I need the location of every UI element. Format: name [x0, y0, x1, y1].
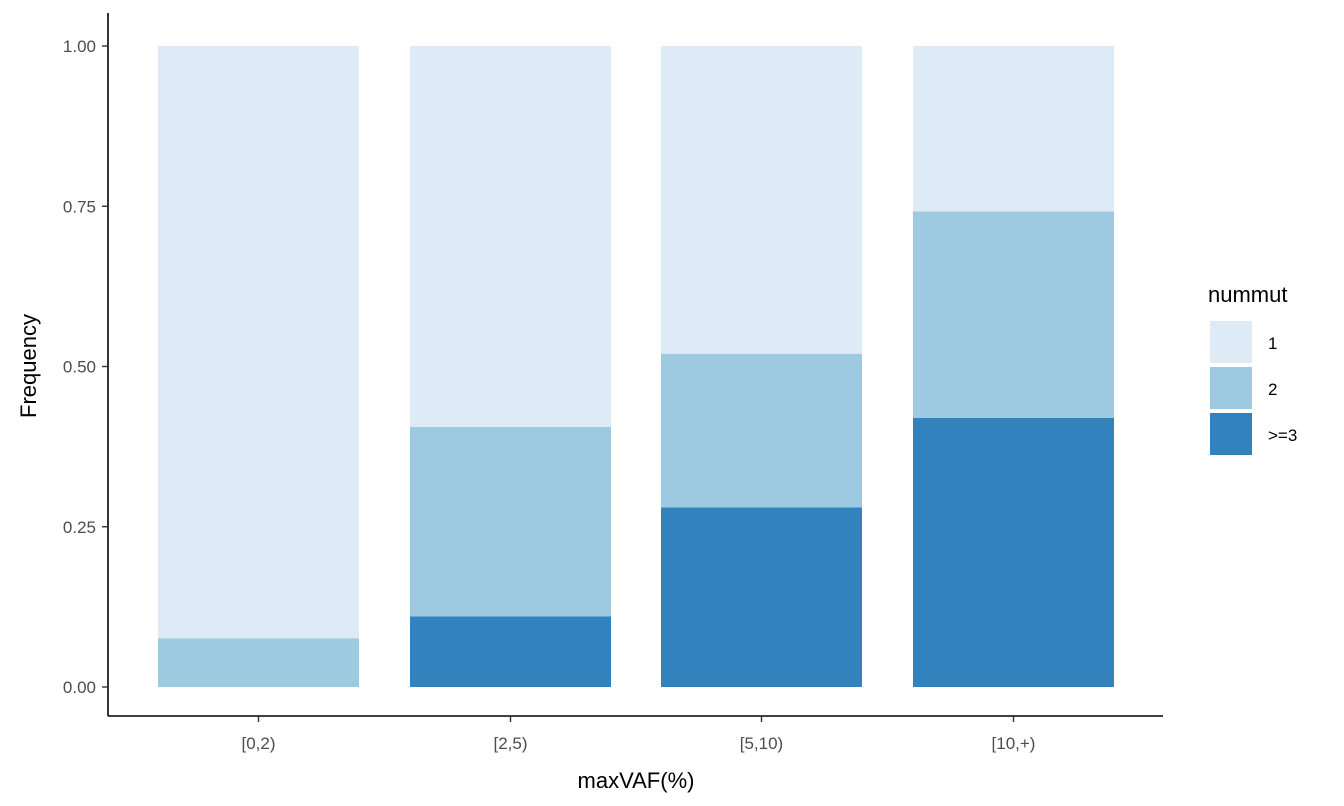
y-tick-label: 0.00 [63, 678, 96, 697]
bar-segment-1-series-2 [158, 638, 359, 687]
bar-segment-2-series-2 [410, 426, 611, 617]
y-axis-title: Frequency [16, 314, 41, 418]
legend-title: nummut [1208, 282, 1287, 307]
bar-segment-3-series-1 [661, 507, 862, 687]
y-tick-label: 0.50 [63, 358, 96, 377]
x-tick-label: [0,2) [241, 734, 275, 753]
bar-segment-4-series-2 [913, 211, 1114, 418]
legend-swatch [1210, 413, 1252, 455]
legend-label: 2 [1268, 380, 1277, 399]
bar-segment-2-series-3 [410, 46, 611, 427]
axes-layer [107, 13, 1163, 717]
legend-swatch [1210, 321, 1252, 363]
x-tick-label: [5,10) [740, 734, 783, 753]
y-tick-label: 0.75 [63, 197, 96, 216]
y-tick-label: 0.25 [63, 518, 96, 537]
bar-segment-2-series-1 [410, 616, 611, 687]
x-ticks: [0,2) [2,5) [5,10) [10,+) [241, 716, 1035, 753]
bars-layer [158, 46, 1114, 687]
bar-segment-4-series-1 [913, 417, 1114, 687]
y-ticks: 0.00 0.25 0.50 0.75 1.00 [63, 37, 108, 697]
bar-segment-1-series-3 [158, 46, 359, 639]
legend-swatch [1210, 367, 1252, 409]
bar-segment-3-series-2 [661, 353, 862, 508]
legend: nummut 1 2 >=3 [1208, 282, 1297, 455]
x-tick-label: [10,+) [992, 734, 1036, 753]
x-axis-title: maxVAF(%) [578, 768, 695, 793]
bar-segment-3-series-3 [661, 46, 862, 354]
bar-segment-4-series-3 [913, 46, 1114, 212]
legend-label: >=3 [1268, 426, 1297, 445]
x-tick-label: [2,5) [493, 734, 527, 753]
y-tick-label: 1.00 [63, 37, 96, 56]
legend-label: 1 [1268, 334, 1277, 353]
